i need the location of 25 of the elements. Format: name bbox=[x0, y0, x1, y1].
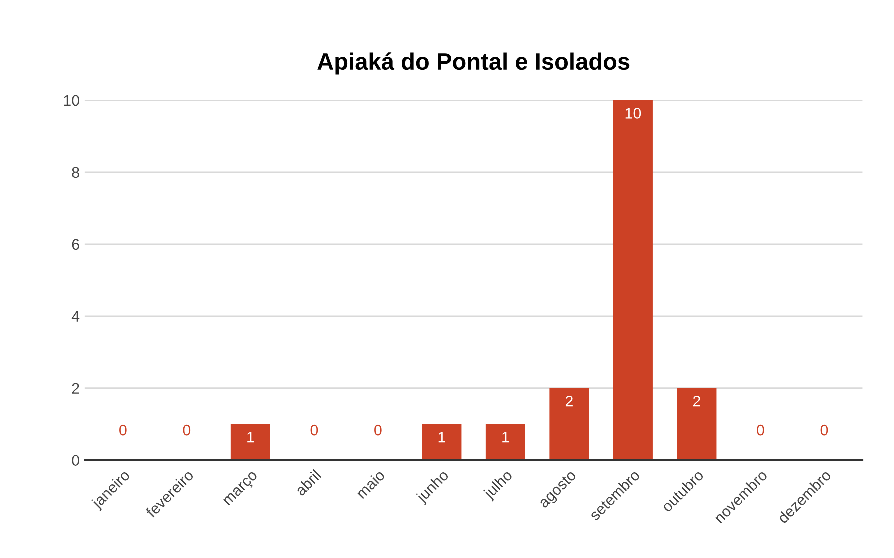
chart-title: Apiaká do Pontal e Isolados bbox=[318, 52, 630, 75]
bar bbox=[422, 424, 462, 460]
y-tick-label: 2 bbox=[72, 383, 80, 394]
y-tick-label: 6 bbox=[72, 239, 80, 250]
bar bbox=[486, 424, 526, 460]
data-label: 2 bbox=[566, 396, 573, 407]
y-tick-label: 4 bbox=[72, 311, 80, 322]
data-label: 0 bbox=[120, 424, 127, 436]
data-label: 1 bbox=[248, 432, 254, 443]
y-tick-label: 0 bbox=[72, 455, 80, 466]
bar bbox=[677, 388, 717, 460]
bar bbox=[230, 424, 270, 460]
data-label: 2 bbox=[693, 396, 700, 407]
data-label: 0 bbox=[757, 424, 764, 436]
data-label: 0 bbox=[374, 424, 382, 436]
data-label: 0 bbox=[820, 424, 828, 436]
data-label: 0 bbox=[310, 424, 318, 436]
y-tick-label: 10 bbox=[64, 95, 80, 106]
data-label: 1 bbox=[438, 432, 446, 443]
data-label: 10 bbox=[626, 108, 642, 119]
bar bbox=[613, 100, 653, 460]
bar bbox=[550, 388, 590, 460]
data-label: 0 bbox=[183, 424, 191, 436]
y-tick-label: 8 bbox=[72, 167, 80, 178]
data-label: 1 bbox=[502, 432, 510, 443]
